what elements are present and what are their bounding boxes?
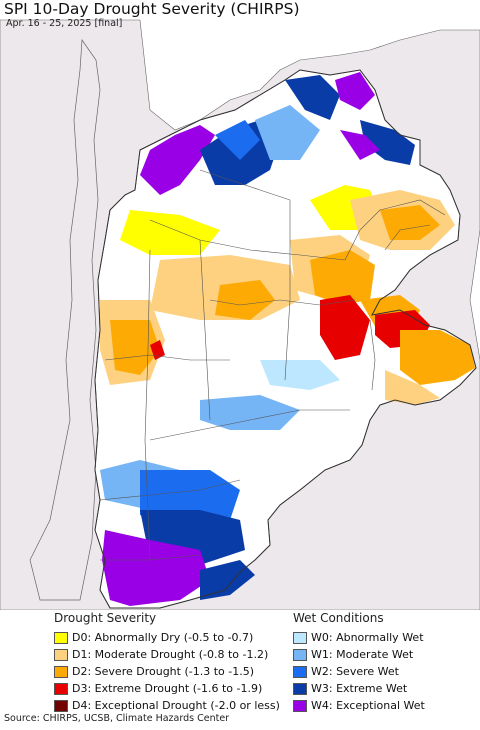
chile-land (29, 38, 101, 601)
wet-legend: Wet Conditions W0: Abnormally Wet W1: Mo… (293, 611, 425, 714)
patch-d1-uruguay (385, 370, 440, 405)
legend-label-d2: D2: Severe Drought (-1.3 to -1.5) (72, 665, 255, 678)
legend-item-w4: W4: Exceptional Wet (293, 697, 425, 714)
legend-item-d1: D1: Moderate Drought (-0.8 to -1.2) (54, 646, 280, 663)
patch-w1-south (200, 395, 300, 430)
patch-d2-uruguay (400, 330, 475, 385)
swatch-d1 (54, 648, 68, 661)
region-outline (94, 69, 477, 609)
drought-legend: Drought Severity D0: Abnormally Dry (-0.… (54, 611, 280, 714)
admin-borders (99, 169, 446, 561)
legend-label-w4: W4: Exceptional Wet (311, 699, 425, 712)
swatch-w3 (293, 682, 307, 695)
title-box: SPI 10-Day Drought Severity (CHIRPS) Apr… (4, 0, 300, 30)
patch-w3-south-tip (200, 560, 255, 600)
legend-label-d0: D0: Abnormally Dry (-0.5 to -0.7) (72, 631, 254, 644)
map-subtitle: Apr. 16 - 25, 2025 [final] (6, 18, 123, 29)
legend-label-d1: D1: Moderate Drought (-0.8 to -1.2) (72, 648, 269, 661)
swatch-d2 (54, 665, 68, 678)
patch-w4-north-east (335, 72, 375, 110)
patch-d2-central (215, 280, 275, 320)
drought-map (0, 19, 480, 610)
patch-d2-east-central (310, 250, 375, 305)
legend-item-w0: W0: Abnormally Wet (293, 629, 425, 646)
swatch-d0 (54, 631, 68, 644)
legend-label-w0: W0: Abnormally Wet (311, 631, 424, 644)
legend-item-d0: D0: Abnormally Dry (-0.5 to -0.7) (54, 629, 280, 646)
swatch-w2 (293, 665, 307, 678)
map-canvas (0, 19, 480, 610)
legend-item-w1: W1: Moderate Wet (293, 646, 425, 663)
patch-w4-east (340, 130, 380, 160)
patch-w0-south (260, 360, 340, 390)
legend-label-d3: D3: Extreme Drought (-1.6 to -1.9) (72, 682, 263, 695)
legend-item-d3: D3: Extreme Drought (-1.6 to -1.9) (54, 680, 280, 697)
drought-legend-title: Drought Severity (54, 611, 157, 625)
legend-label-d4: D4: Exceptional Drought (-2.0 or less) (72, 699, 280, 712)
patch-w1-north (255, 105, 320, 160)
swatch-w0 (293, 631, 307, 644)
legend-item-w3: W3: Extreme Wet (293, 680, 425, 697)
swatch-w4 (293, 699, 307, 712)
legend-label-w3: W3: Extreme Wet (311, 682, 408, 695)
patch-w3-north-east (285, 75, 340, 120)
patch-d0-west (120, 210, 220, 255)
legend-label-w2: W2: Severe Wet (311, 665, 399, 678)
legend-item-w2: W2: Severe Wet (293, 663, 425, 680)
swatch-d3 (54, 682, 68, 695)
patch-w4-patagonia (102, 530, 210, 606)
map-title: SPI 10-Day Drought Severity (CHIRPS) (4, 0, 300, 18)
swatch-w1 (293, 648, 307, 661)
patch-d3-east-central (320, 295, 370, 360)
patch-d3-west (150, 340, 165, 360)
patch-w3-east (360, 120, 415, 165)
legend-item-d4: D4: Exceptional Drought (-2.0 or less) (54, 697, 280, 714)
wet-legend-title: Wet Conditions (293, 611, 384, 625)
swatch-d4 (54, 699, 68, 712)
patch-d2-east (380, 205, 440, 240)
legend-item-d2: D2: Severe Drought (-1.3 to -1.5) (54, 663, 280, 680)
patch-w4-north-west (140, 125, 215, 195)
patch-w2-north (215, 120, 260, 160)
legend-label-w1: W1: Moderate Wet (311, 648, 414, 661)
source-credit: Source: CHIRPS, UCSB, Climate Hazards Ce… (4, 713, 230, 724)
